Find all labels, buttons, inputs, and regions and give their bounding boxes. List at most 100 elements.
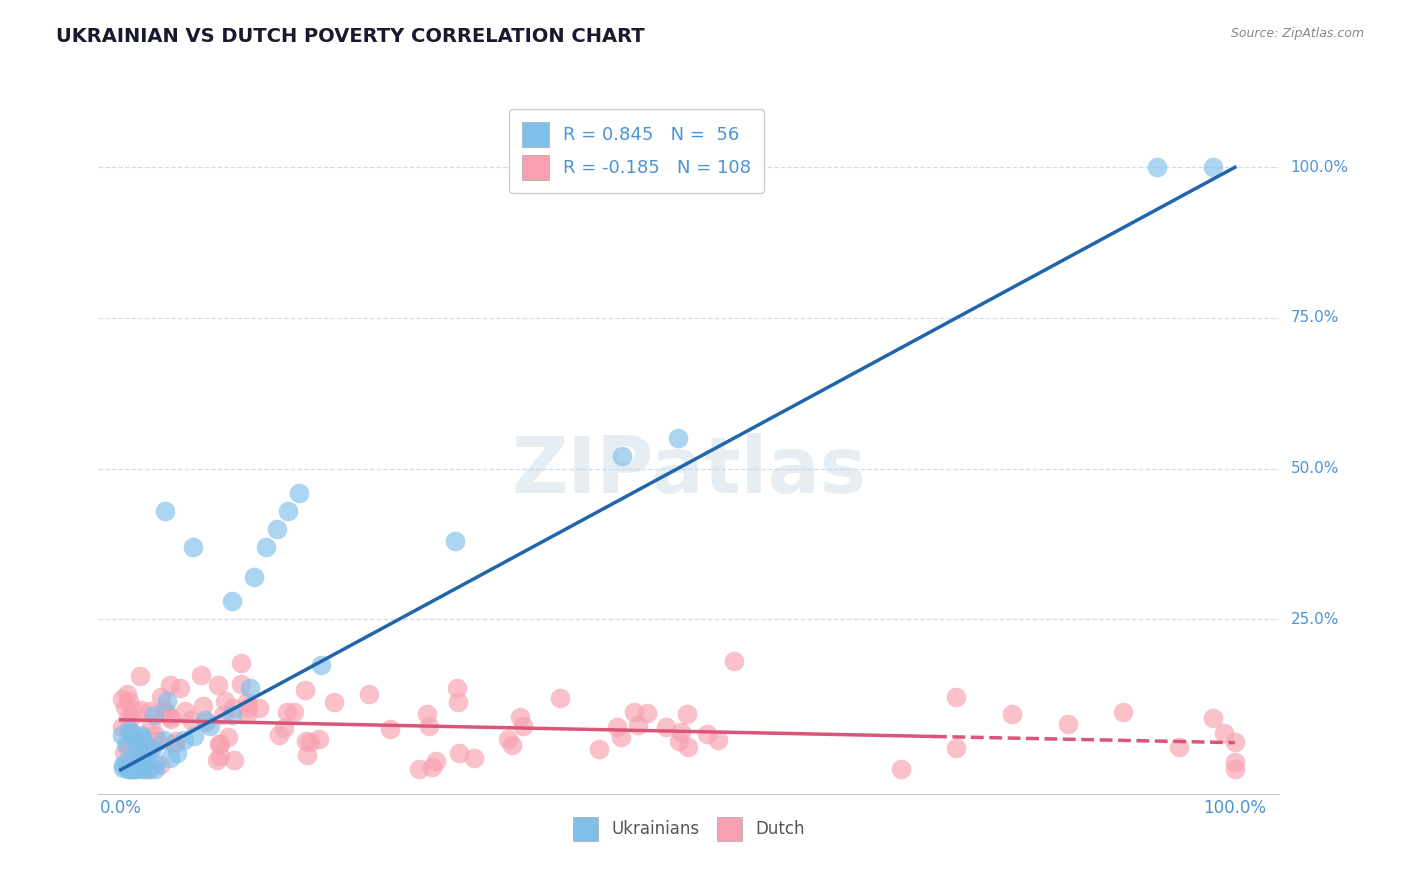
Text: 50.0%: 50.0% <box>1291 461 1339 476</box>
Point <box>623 705 645 719</box>
Point <box>125 743 148 757</box>
Point <box>183 729 205 743</box>
Point <box>463 751 485 765</box>
Point <box>120 726 142 740</box>
Point <box>707 733 730 747</box>
Point <box>277 504 299 518</box>
Point <box>288 485 311 500</box>
Point <box>125 762 148 776</box>
Point <box>125 744 148 758</box>
Point <box>124 730 146 744</box>
Point <box>129 703 152 717</box>
Point <box>266 522 288 536</box>
Point <box>408 762 430 776</box>
Point <box>1223 756 1246 770</box>
Point <box>276 706 298 720</box>
Point <box>143 757 166 772</box>
Point <box>1168 740 1191 755</box>
Point <box>626 718 648 732</box>
Point <box>212 708 235 723</box>
Point <box>132 747 155 761</box>
Point <box>129 761 152 775</box>
Point <box>117 762 139 776</box>
Point <box>309 657 332 672</box>
Point <box>239 681 262 695</box>
Point <box>221 594 243 608</box>
Point <box>111 728 134 742</box>
Text: UKRAINIAN VS DUTCH POVERTY CORRELATION CHART: UKRAINIAN VS DUTCH POVERTY CORRELATION C… <box>56 27 645 45</box>
Point <box>117 739 139 753</box>
Point <box>509 710 531 724</box>
Point <box>655 720 678 734</box>
Point <box>115 756 138 770</box>
Point <box>149 758 172 772</box>
Point <box>447 746 470 760</box>
Point <box>357 687 380 701</box>
Point <box>696 727 718 741</box>
Point <box>134 762 156 776</box>
Point <box>159 710 181 724</box>
Point <box>1201 711 1223 725</box>
Point <box>128 742 150 756</box>
Point <box>129 731 152 745</box>
Point <box>173 732 195 747</box>
Point <box>112 761 135 775</box>
Point <box>273 721 295 735</box>
Point <box>224 753 246 767</box>
Point <box>153 732 176 747</box>
Point <box>606 720 628 734</box>
Point <box>121 703 143 717</box>
Point <box>120 762 142 776</box>
Point <box>425 754 447 768</box>
Point <box>676 707 699 722</box>
Point <box>138 741 160 756</box>
Point <box>214 694 236 708</box>
Point <box>512 719 534 733</box>
Point <box>380 722 402 736</box>
Point <box>254 540 277 554</box>
Point <box>155 694 177 708</box>
Point <box>294 734 316 748</box>
Point <box>308 732 330 747</box>
Point <box>125 756 148 770</box>
Point <box>159 678 181 692</box>
Point <box>190 667 212 681</box>
Point <box>221 707 243 722</box>
Point <box>676 739 699 754</box>
Point <box>111 691 134 706</box>
Point <box>132 733 155 747</box>
Point <box>636 706 658 721</box>
Point <box>117 711 139 725</box>
Point <box>207 678 229 692</box>
Point <box>1201 161 1223 175</box>
Point <box>111 720 134 734</box>
Point <box>143 762 166 776</box>
Point <box>890 762 912 776</box>
Point <box>236 695 259 709</box>
Point <box>418 718 440 732</box>
Point <box>165 734 187 748</box>
Point <box>588 741 610 756</box>
Point <box>166 747 188 761</box>
Point <box>666 431 689 445</box>
Point <box>1223 762 1246 776</box>
Point <box>160 712 183 726</box>
Point <box>155 504 177 518</box>
Point <box>297 747 319 762</box>
Point <box>118 723 141 737</box>
Point <box>115 738 138 752</box>
Point <box>138 739 160 754</box>
Text: 75.0%: 75.0% <box>1291 310 1339 326</box>
Point <box>131 728 153 742</box>
Point <box>115 687 138 701</box>
Point <box>945 741 967 756</box>
Point <box>180 713 202 727</box>
Point <box>181 540 204 554</box>
Point <box>124 762 146 776</box>
Point <box>208 737 231 751</box>
Point <box>134 750 156 764</box>
Point <box>138 762 160 776</box>
Point <box>501 738 523 752</box>
Point <box>194 713 217 727</box>
Text: Source: ZipAtlas.com: Source: ZipAtlas.com <box>1230 27 1364 40</box>
